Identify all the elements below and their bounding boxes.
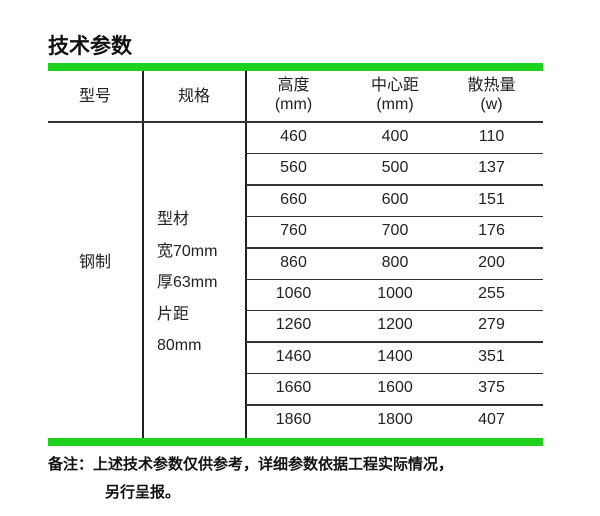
- center-cell: 500: [381, 159, 409, 177]
- heat-cell: 279: [478, 316, 505, 334]
- bottom-green-bar: [48, 438, 543, 446]
- divider: [142, 71, 144, 438]
- header-spec: 规格: [177, 88, 210, 105]
- header-center-unit: (mm): [376, 96, 414, 113]
- top-green-bar: [48, 63, 543, 71]
- height-cell: 560: [280, 159, 307, 177]
- page-title: 技术参数: [48, 34, 132, 58]
- header-heat: 散热量 (w): [444, 76, 539, 114]
- center-cell: 1800: [377, 410, 413, 428]
- heat-cell: 151: [478, 190, 505, 208]
- note-line-2: 另行呈报。: [105, 483, 181, 501]
- row-divider: [246, 278, 543, 280]
- heat-cell: 407: [478, 410, 505, 428]
- model-cell: 钢制: [78, 254, 111, 271]
- spec-cell: 型材 宽70mm 厚63mm 片距 80mm: [157, 204, 217, 362]
- height-cell: 760: [280, 222, 307, 240]
- header-divider: [48, 121, 543, 123]
- header-center: 中心距 (mm): [346, 76, 444, 114]
- height-cell: 1260: [275, 316, 312, 334]
- header-height-label: 高度: [277, 77, 310, 94]
- spec-line: 宽70mm: [157, 242, 218, 260]
- center-cell: 1600: [377, 379, 413, 397]
- row-divider: [246, 372, 543, 375]
- center-cell: 1000: [377, 285, 413, 302]
- heat-cell: 375: [478, 379, 505, 397]
- header-height-unit: (mm): [274, 96, 313, 113]
- height-cell: 860: [280, 253, 307, 271]
- heat-cell: 200: [478, 253, 505, 271]
- center-cell: 700: [381, 222, 409, 240]
- header-center-label: 中心距: [370, 77, 419, 94]
- height-cell: 1660: [275, 379, 312, 397]
- header-heat-unit: (w): [480, 96, 503, 113]
- spec-line: 厚63mm: [157, 274, 218, 291]
- row-divider: [246, 247, 543, 249]
- height-cell: 1860: [275, 410, 312, 428]
- row-divider: [246, 215, 543, 218]
- note-line-1: 备注：上述技术参数仅供参考，详细参数依据工程实际情况，: [48, 455, 454, 473]
- header-heat-label: 散热量: [467, 77, 516, 94]
- height-cell: 1060: [275, 285, 312, 302]
- heat-cell: 137: [478, 159, 505, 177]
- divider: [245, 71, 247, 438]
- heat-cell: 351: [478, 347, 505, 365]
- center-cell: 400: [381, 128, 409, 145]
- spec-line: 80mm: [157, 337, 202, 354]
- heat-cell: 176: [478, 222, 505, 240]
- heat-cell: 255: [478, 285, 505, 302]
- height-cell: 660: [280, 190, 307, 208]
- center-cell: 600: [381, 190, 409, 208]
- spec-line: 片距: [157, 305, 190, 323]
- row-divider: [246, 404, 543, 406]
- row-divider: [246, 152, 543, 155]
- height-cell: 1460: [275, 347, 312, 365]
- row-divider: [246, 341, 543, 343]
- center-cell: 800: [381, 253, 409, 271]
- row-divider: [246, 184, 543, 186]
- center-cell: 1400: [377, 347, 413, 365]
- heat-cell: 110: [478, 128, 505, 145]
- note: 备注：上述技术参数仅供参考，详细参数依据工程实际情况， 另行呈报。: [48, 450, 453, 506]
- row-divider: [246, 309, 543, 312]
- header-model: 型号: [78, 88, 111, 105]
- spec-line: 型材: [157, 211, 190, 228]
- center-cell: 1200: [377, 316, 413, 334]
- header-height: 高度 (mm): [246, 76, 341, 114]
- height-cell: 460: [280, 128, 307, 145]
